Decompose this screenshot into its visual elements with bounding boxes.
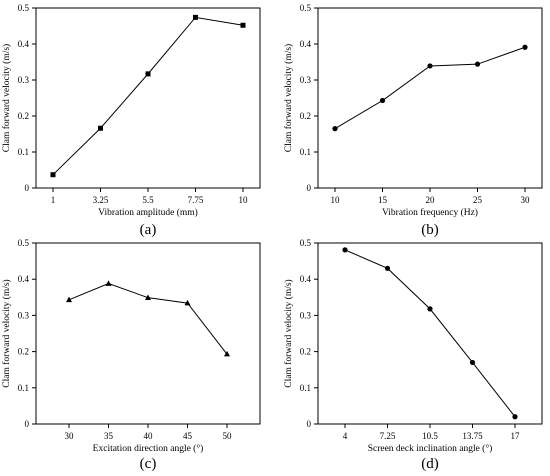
x-axis-label: Screen deck inclination angle (°) bbox=[368, 443, 493, 454]
y-tick-label: 0.2 bbox=[18, 347, 29, 357]
data-point bbox=[193, 14, 198, 20]
y-axis-label: Clam forward velocity (m/s) bbox=[1, 44, 12, 152]
y-tick-label: 0.3 bbox=[18, 75, 30, 85]
x-axis-label: Vibration amplitude (mm) bbox=[98, 207, 198, 218]
y-tick-label: 0.1 bbox=[300, 383, 311, 393]
x-tick-label: 7.25 bbox=[380, 431, 396, 441]
y-axis-label: Clam forward velocity (m/s) bbox=[283, 44, 294, 152]
x-axis-label: Vibration frequency (Hz) bbox=[382, 207, 478, 218]
chart-panel-a: 0 0.1 0.2 0.3 0.4 0.5 1 3.25 5.5 7.75 10 Vibration … bbox=[1, 3, 261, 238]
y-tick-label: 0.5 bbox=[300, 3, 312, 13]
y-tick-label: 0 bbox=[25, 419, 30, 429]
chart-panel-c: 0 0.1 0.2 0.3 0.4 0.5 30 35 40 45 50 Excitation dir… bbox=[1, 238, 261, 472]
y-tick-label: 0.3 bbox=[300, 310, 312, 320]
plot-frame bbox=[317, 7, 543, 189]
chart-panel-b: 0 0.1 0.2 0.3 0.4 0.5 10 15 20 25 30 Vibration freq… bbox=[283, 3, 543, 238]
panel-caption: (c) bbox=[140, 456, 157, 472]
series-line bbox=[344, 249, 516, 418]
data-point bbox=[342, 247, 348, 253]
plot-frame bbox=[35, 242, 261, 425]
data-point bbox=[50, 172, 56, 178]
x-tick-label: 10 bbox=[239, 195, 249, 205]
y-tick-label: 0.1 bbox=[18, 383, 29, 393]
y-tick-label: 0 bbox=[307, 419, 312, 429]
series-line bbox=[68, 283, 228, 355]
plot-frame bbox=[35, 7, 261, 189]
x-tick-label: 1 bbox=[51, 195, 56, 205]
y-tick-label: 0.4 bbox=[18, 274, 30, 284]
x-axis-label: Excitation direction angle (°) bbox=[93, 443, 204, 454]
panel-caption: (a) bbox=[140, 222, 157, 238]
data-point bbox=[224, 350, 230, 357]
x-tick-label: 40 bbox=[144, 431, 154, 441]
data-point bbox=[145, 294, 151, 300]
y-axis-label: Clam forward velocity (m/s) bbox=[1, 279, 12, 387]
data-point bbox=[384, 265, 391, 271]
y-tick-label: 0.1 bbox=[300, 147, 311, 157]
series-line bbox=[334, 46, 526, 130]
x-tick-label: 17 bbox=[511, 431, 521, 441]
x-tick-label: 7.75 bbox=[188, 195, 204, 205]
y-tick-label: 0.3 bbox=[18, 310, 30, 320]
y-tick-label: 0.1 bbox=[18, 147, 29, 157]
y-tick-label: 0.4 bbox=[18, 39, 30, 49]
x-tick-label: 4 bbox=[343, 431, 348, 441]
y-tick-label: 0.5 bbox=[18, 238, 30, 248]
data-point bbox=[427, 306, 433, 312]
data-point bbox=[427, 63, 433, 69]
x-tick-label: 10 bbox=[331, 195, 341, 205]
data-point bbox=[379, 97, 386, 104]
y-tick-label: 0.2 bbox=[300, 111, 311, 121]
y-tick-label: 0.5 bbox=[300, 238, 312, 248]
x-tick-label: 50 bbox=[223, 431, 233, 441]
data-point bbox=[105, 280, 112, 286]
y-tick-label: 0.3 bbox=[300, 75, 312, 85]
y-tick-label: 0.4 bbox=[300, 274, 312, 284]
data-point bbox=[332, 126, 338, 132]
data-point bbox=[522, 44, 528, 50]
y-tick-label: 0.4 bbox=[300, 39, 312, 49]
data-point bbox=[184, 299, 191, 306]
y-tick-label: 0 bbox=[25, 183, 30, 193]
x-tick-label: 35 bbox=[104, 431, 114, 441]
y-tick-label: 0.2 bbox=[18, 111, 29, 121]
plot-frame bbox=[317, 242, 543, 425]
chart-panel-d: 0 0.1 0.2 0.3 0.4 0.5 4 7.25 10.5 13.75 17 Screen d… bbox=[283, 238, 543, 472]
y-tick-label: 0.5 bbox=[18, 3, 30, 13]
panel-caption: (b) bbox=[421, 222, 439, 238]
data-point bbox=[66, 296, 72, 303]
data-point bbox=[145, 71, 151, 77]
data-point bbox=[512, 414, 518, 420]
y-tick-label: 0.2 bbox=[300, 347, 311, 357]
data-point bbox=[469, 359, 476, 366]
data-point bbox=[474, 61, 481, 67]
x-tick-label: 15 bbox=[378, 195, 388, 205]
series-line bbox=[52, 16, 244, 176]
x-tick-label: 13.75 bbox=[462, 431, 483, 441]
x-tick-label: 30 bbox=[65, 431, 75, 441]
panel-caption: (d) bbox=[421, 456, 439, 472]
x-tick-label: 20 bbox=[426, 195, 436, 205]
data-point bbox=[98, 125, 103, 131]
data-point bbox=[240, 22, 246, 28]
x-tick-label: 10.5 bbox=[422, 431, 438, 441]
x-tick-label: 30 bbox=[521, 195, 531, 205]
y-axis-label: Clam forward velocity (m/s) bbox=[283, 279, 294, 387]
y-tick-label: 0 bbox=[307, 183, 312, 193]
x-tick-label: 5.5 bbox=[142, 195, 154, 205]
x-tick-label: 25 bbox=[473, 195, 483, 205]
x-tick-label: 3.25 bbox=[93, 195, 109, 205]
x-tick-label: 45 bbox=[183, 431, 193, 441]
